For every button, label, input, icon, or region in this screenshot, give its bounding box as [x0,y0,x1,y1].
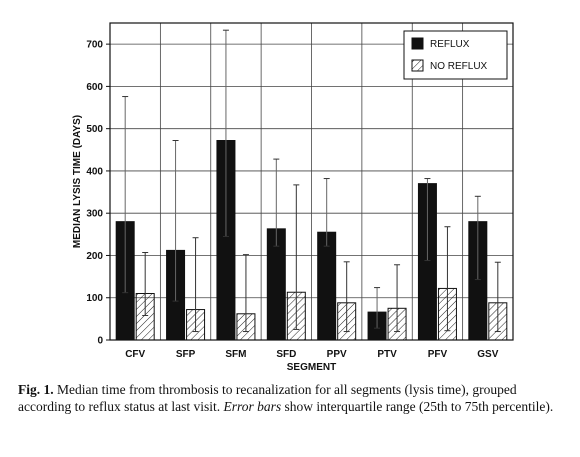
y-tick-label: 100 [86,293,103,304]
x-tick-label: SFD [276,349,296,360]
y-tick-label: 700 [86,40,103,51]
y-tick-label: 600 [86,82,103,93]
caption-emphasis: Error bars [223,399,282,414]
y-tick-label: 200 [86,251,103,262]
x-tick-label: SFM [225,349,246,360]
y-tick-label: 0 [97,336,103,347]
legend: REFLUX NO REFLUX [403,30,508,80]
caption-text-after: show interquartile range (25th to 75th p… [281,399,554,414]
x-tick-label: PFV [428,349,448,360]
y-tick-label: 500 [86,124,103,135]
figure-caption: Fig. 1. Median time from thrombosis to r… [18,381,566,415]
x-axis-title: SEGMENT [287,362,336,373]
x-tick-label: PTV [377,349,397,360]
grid-lines [110,23,513,340]
caption-text-before: Median time from thrombosis to recanaliz… [18,382,517,414]
lysis-time-bar-chart: 0 100 200 300 400 500 600 700 CFV SFP SFM SFD PPV PT… [72,22,514,373]
y-tick-label: 300 [86,209,103,220]
plot-frame [109,22,514,341]
legend-swatch-reflux [411,37,424,50]
y-axis-title: MEDIAN LYSIS TIME (DAYS) [72,115,83,248]
x-tick-label: GSV [477,349,498,360]
legend-label-no-reflux: NO REFLUX [430,61,488,72]
y-tick-label: 400 [86,166,103,177]
figure-label: Fig. 1. [18,382,54,397]
legend-label-reflux: REFLUX [430,39,470,50]
x-tick-label: SFP [176,349,196,360]
y-axis-ticks: 0 100 200 300 400 500 600 700 [86,40,110,347]
legend-swatch-no-reflux [411,59,424,72]
x-tick-label: PPV [327,349,347,360]
error-bars [122,29,501,333]
x-tick-label: CFV [125,349,145,360]
x-axis-labels: CFV SFP SFM SFD PPV PTV PFV GSV [125,349,499,360]
bar-reflux [317,231,337,341]
